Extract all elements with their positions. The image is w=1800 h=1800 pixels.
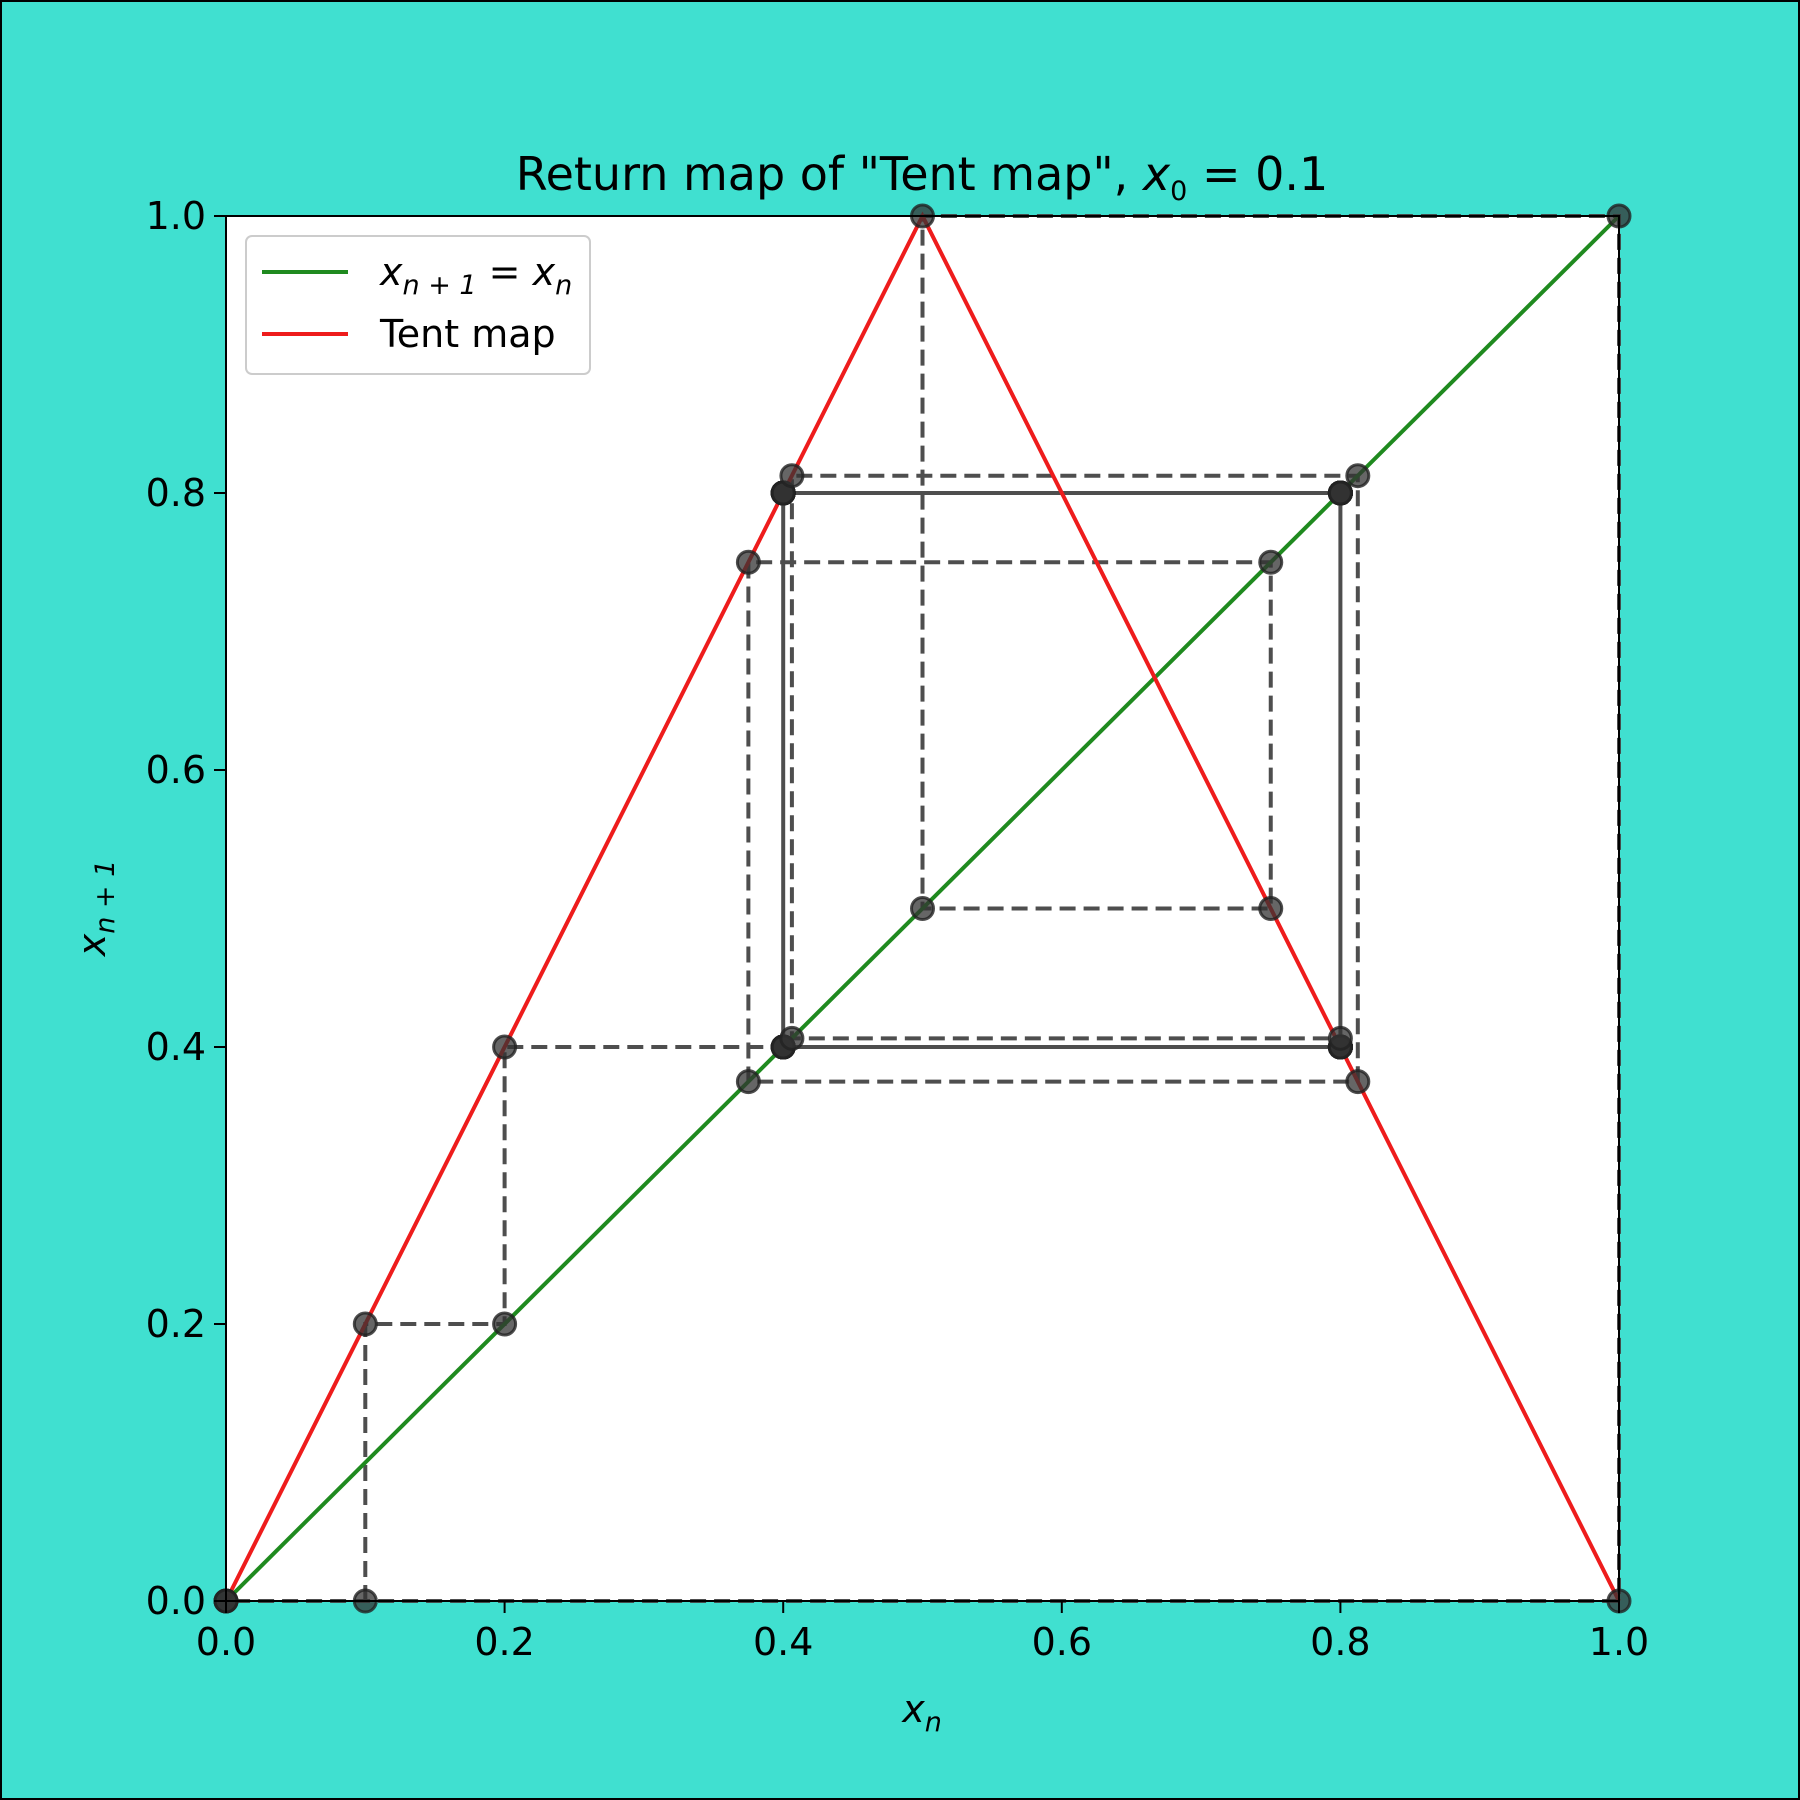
cobweb-point bbox=[492, 1311, 518, 1337]
plot-frame bbox=[225, 215, 1620, 1602]
cobweb-point bbox=[910, 896, 935, 921]
cobweb-point bbox=[352, 1311, 378, 1337]
x-tick-label: 0.8 bbox=[1310, 1620, 1370, 1664]
y-axis-label-sub: n + 1 bbox=[90, 860, 121, 934]
chart-title-sub: 0 bbox=[1170, 176, 1187, 207]
y-tick-label: 0.0 bbox=[146, 1579, 206, 1623]
cobweb-point bbox=[779, 463, 805, 489]
x-tick-label: 1.0 bbox=[1589, 1620, 1649, 1664]
y-tick-label: 0.2 bbox=[146, 1302, 206, 1346]
chart-title: Return map of "Tent map", x0 = 0.1 bbox=[516, 147, 1329, 207]
y-axis-label-var: x bbox=[70, 933, 114, 957]
cobweb-point bbox=[735, 549, 761, 575]
cobweb-point bbox=[1345, 463, 1371, 489]
legend-identity-eq: = bbox=[477, 250, 533, 294]
cobweb-point bbox=[1327, 1025, 1353, 1051]
legend-identity-var1: x bbox=[379, 250, 403, 294]
x-axis-label: xn bbox=[901, 1687, 942, 1738]
cobweb-point bbox=[779, 1025, 805, 1051]
cobweb-point bbox=[1258, 549, 1284, 575]
legend-identity-sub1: n + 1 bbox=[403, 270, 477, 301]
chart-title-var: x bbox=[1141, 147, 1171, 201]
x-tick-label: 0.6 bbox=[1032, 1620, 1092, 1664]
cobweb-point bbox=[1258, 896, 1284, 921]
x-axis: 0.0 0.2 0.4 0.6 0.8 1.0 bbox=[196, 1601, 1649, 1664]
cobweb-point bbox=[1345, 1069, 1371, 1095]
y-tick-label: 1.0 bbox=[146, 194, 206, 238]
x-axis-label-sub: n bbox=[925, 1707, 942, 1738]
legend: xn + 1 = xn Tent map bbox=[245, 235, 591, 375]
x-tick-label: 0.2 bbox=[474, 1620, 534, 1664]
legend-entry-identity: xn + 1 = xn bbox=[379, 250, 572, 301]
cobweb-point bbox=[735, 1069, 761, 1095]
chart-title-rest: = 0.1 bbox=[1187, 147, 1328, 201]
y-tick-label: 0.6 bbox=[146, 748, 206, 792]
x-axis-label-var: x bbox=[901, 1687, 925, 1731]
x-tick-label: 0.0 bbox=[196, 1620, 256, 1664]
legend-identity-sub2: n bbox=[555, 270, 572, 301]
cobweb-point bbox=[1327, 480, 1353, 506]
legend-entry-tent: Tent map bbox=[379, 312, 556, 356]
y-axis: 0.0 0.2 0.4 0.6 0.8 1.0 bbox=[146, 194, 226, 1623]
legend-identity-var2: x bbox=[532, 250, 556, 294]
y-axis-label: xn + 1 bbox=[70, 860, 121, 958]
chart-title-text: Return map of "Tent map", bbox=[516, 147, 1143, 201]
cobweb-point bbox=[492, 1034, 518, 1060]
y-tick-label: 0.4 bbox=[146, 1025, 206, 1069]
x-tick-label: 0.4 bbox=[753, 1620, 813, 1664]
y-tick-label: 0.8 bbox=[146, 471, 206, 515]
